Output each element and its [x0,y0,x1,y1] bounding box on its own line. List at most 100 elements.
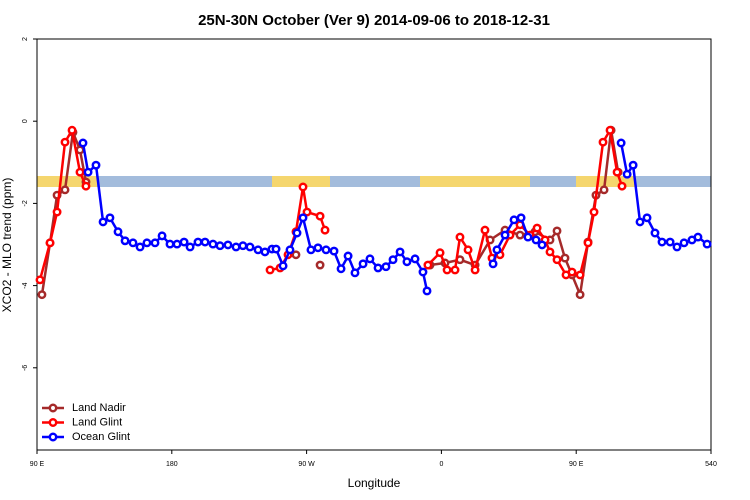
data-point [260,247,270,257]
data-point [523,232,533,242]
data-point [128,238,138,248]
data-point [329,246,339,256]
data-point [83,167,93,177]
data-point [172,239,182,249]
x-tick-label: 180 [166,461,178,468]
data-point [515,230,525,240]
legend-marker [48,418,58,427]
data-point [702,239,712,249]
data-point [320,225,330,235]
data-point [480,225,490,235]
data-point [455,232,465,242]
legend-label: Land Nadir [72,402,126,414]
data-point [657,237,667,247]
data-point [410,254,420,264]
data-point [302,207,312,217]
data-point [423,260,433,270]
data-point [306,245,316,255]
data-point [135,242,145,252]
data-point [343,251,353,261]
data-point [635,217,645,227]
legend-label: Ocean Glint [72,431,130,443]
data-point [98,217,108,227]
data-point [223,240,233,250]
data-point [373,263,383,273]
data-point [560,253,570,263]
data-point [418,267,428,277]
y-tick-label: 0 [22,119,29,123]
y-tick-label: -2 [22,200,29,206]
data-point [531,235,541,245]
data-point [291,250,301,260]
data-point [599,185,609,195]
data-point [381,262,391,272]
data-point [336,264,346,274]
data-point [315,211,325,221]
data-point [35,275,45,285]
data-point [37,290,47,300]
legend-label: Land Glint [72,416,122,428]
data-point [78,138,88,148]
data-point [679,238,689,248]
data-point [60,185,70,195]
data-point [60,137,70,147]
data-point [231,242,241,252]
data-point [509,215,519,225]
x-tick-label: 90 E [569,461,584,468]
data-point [157,231,167,241]
land-ocean-strip [37,176,711,187]
data-point [492,245,502,255]
data-point [75,167,85,177]
data-point [617,181,627,191]
data-point [321,245,331,255]
x-axis-label: Longitude [348,476,401,490]
data-point [567,267,577,277]
data-point [313,243,323,253]
data-point [45,238,55,248]
data-point [358,259,368,269]
data-point [253,245,263,255]
data-point [285,245,295,255]
data-point [208,239,218,249]
legend-marker [48,403,58,413]
data-point [265,265,275,275]
legend-marker [48,432,58,442]
data-point [185,242,195,252]
series-line [38,126,624,281]
data-point [193,237,203,247]
y-tick-label: 2 [22,37,29,41]
data-point [388,255,398,265]
data-point [350,268,360,278]
data-point [575,290,585,300]
data-point [298,182,308,192]
data-point [616,138,626,148]
x-tick-label: 90 W [298,461,315,468]
data-point [665,237,675,247]
data-point [165,239,175,249]
x-tick-label: 0 [439,461,443,468]
data-point [278,261,288,271]
data-point [612,167,622,177]
x-tick-label: 90 E [30,461,45,468]
data-point [693,232,703,242]
data-point [298,213,308,223]
data-point [552,226,562,236]
data-point [75,145,85,155]
data-point [463,245,473,255]
data-point [435,248,445,258]
data-point [142,238,152,248]
data-point [402,257,412,267]
data-point [113,227,123,237]
data-point [271,244,281,254]
data-point [672,242,682,252]
data-point [150,238,160,248]
data-point [642,213,652,223]
data-point [488,259,498,269]
y-tick-label: -4 [22,282,29,288]
data-point [315,260,325,270]
data-point [215,241,225,251]
data-point [589,207,599,217]
data-point [552,255,562,265]
data-point [583,238,593,248]
